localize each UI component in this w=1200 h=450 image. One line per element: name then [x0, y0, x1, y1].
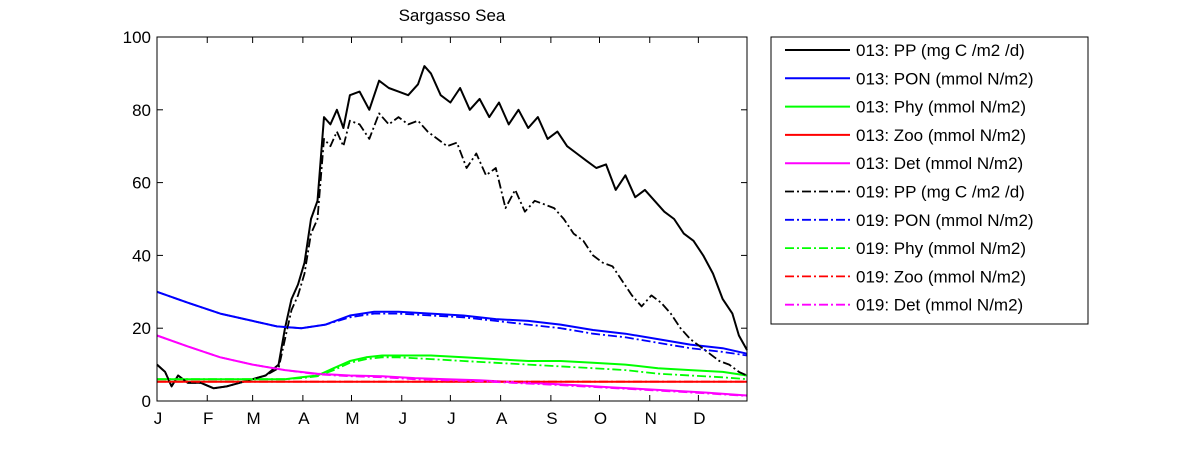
plot-frame	[156, 36, 748, 402]
series-line-1	[156, 290, 748, 355]
x-tick-label: M	[345, 409, 359, 428]
x-tick-label: J	[447, 409, 456, 428]
y-tick-label: 80	[132, 101, 151, 120]
legend-label-7: 019: Phy (mmol N/m2)	[856, 239, 1026, 258]
series-line-9	[156, 334, 748, 397]
y-tick-label: 40	[132, 246, 151, 265]
legend-label-4: 013: Det (mmol N/m2)	[856, 154, 1023, 173]
chart-title: Sargasso Sea	[399, 6, 506, 25]
y-tick-label: 20	[132, 319, 151, 338]
x-tick-label: J	[399, 409, 408, 428]
series-line-5	[156, 112, 748, 390]
x-tick-label: A	[298, 409, 310, 428]
legend-label-9: 019: Det (mmol N/m2)	[856, 296, 1023, 315]
y-tick-label: 0	[142, 392, 151, 411]
x-tick-label: O	[594, 409, 607, 428]
series-layer	[156, 65, 748, 397]
series-line-6	[156, 290, 748, 357]
series-line-7	[157, 356, 748, 381]
legend-label-6: 019: PON (mmol N/m2)	[856, 211, 1034, 230]
legend-label-0: 013: PP (mg C /m2 /d)	[856, 41, 1025, 60]
y-tick-label: 60	[132, 174, 151, 193]
x-tick-label: M	[247, 409, 261, 428]
legend-label-1: 013: PON (mmol N/m2)	[856, 69, 1034, 88]
legend-label-8: 019: Zoo (mmol N/m2)	[856, 267, 1026, 286]
legend: 013: PP (mg C /m2 /d) 013: PON (mmol N/m2…	[770, 36, 1089, 325]
legend-label-2: 013: Phy (mmol N/m2)	[856, 98, 1026, 117]
legend-label-3: 013: Zoo (mmol N/m2)	[856, 126, 1026, 145]
x-tick-label: J	[154, 409, 163, 428]
x-tick-label: F	[203, 409, 213, 428]
series-line-2	[157, 354, 748, 381]
x-tick-label: S	[546, 409, 557, 428]
x-tick-label: D	[693, 409, 705, 428]
x-tick-label: N	[645, 409, 657, 428]
legend-label-5: 019: PP (mg C /m2 /d)	[856, 183, 1025, 202]
x-tick-label: A	[496, 409, 508, 428]
y-tick-label: 100	[123, 28, 151, 47]
axis-layer: 0 20 40 60 80 100 J F M A M J J A S O N D	[123, 28, 747, 428]
series-line-4	[156, 334, 748, 397]
